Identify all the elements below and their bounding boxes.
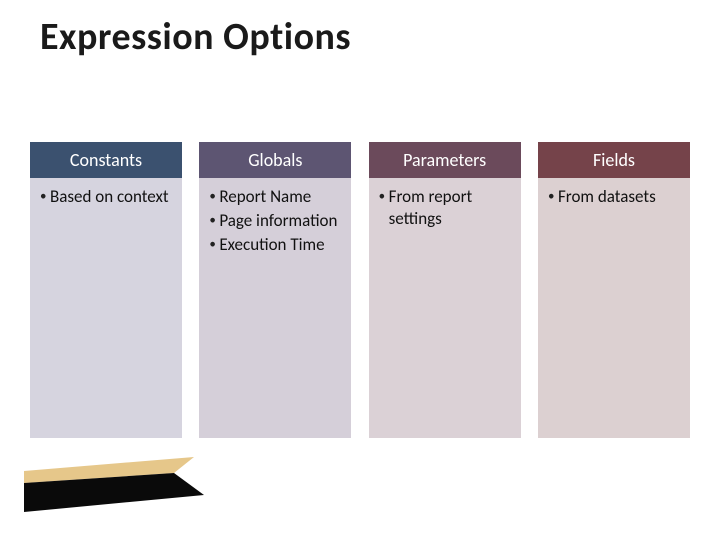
column: Globals•Report Name•Page information•Exe… xyxy=(199,142,351,438)
bullet-text: Report Name xyxy=(219,186,311,208)
slide-title: Expression Options xyxy=(40,14,351,60)
column-body: •Based on context xyxy=(30,178,182,438)
column-header: Fields xyxy=(538,142,690,178)
bullet-text: From report settings xyxy=(389,186,515,230)
bullet-dot-icon: • xyxy=(209,186,219,208)
bullet-dot-icon: • xyxy=(548,186,558,208)
column-header: Constants xyxy=(30,142,182,178)
bullet-dot-icon: • xyxy=(209,234,219,256)
bullet-item: •Page information xyxy=(209,210,345,232)
bullet-dot-icon: • xyxy=(209,210,219,232)
corner-decoration xyxy=(24,457,204,512)
bullet-dot-icon: • xyxy=(40,186,50,208)
bullet-item: •Based on context xyxy=(40,186,176,208)
bullet-item: •From report settings xyxy=(379,186,515,230)
bullet-item: •Report Name xyxy=(209,186,345,208)
bullet-text: Execution Time xyxy=(219,234,324,256)
bullet-item: •Execution Time xyxy=(209,234,345,256)
column-header: Parameters xyxy=(369,142,521,178)
bullet-text: Page information xyxy=(219,210,337,232)
column-body: •From report settings xyxy=(369,178,521,438)
column: Constants •Based on context xyxy=(30,142,182,438)
bullet-dot-icon: • xyxy=(379,186,389,208)
column-body: •Report Name•Page information•Execution … xyxy=(199,178,351,438)
column-body: •From datasets xyxy=(538,178,690,438)
column: Fields •From datasets xyxy=(538,142,690,438)
column-header: Globals xyxy=(199,142,351,178)
bullet-item: •From datasets xyxy=(548,186,684,208)
bullet-text: From datasets xyxy=(558,186,656,208)
columns-container: Constants•Based on contextGlobals•Report… xyxy=(30,142,690,438)
bullet-text: Based on context xyxy=(50,186,169,208)
column: Parameters •From report settings xyxy=(369,142,521,438)
